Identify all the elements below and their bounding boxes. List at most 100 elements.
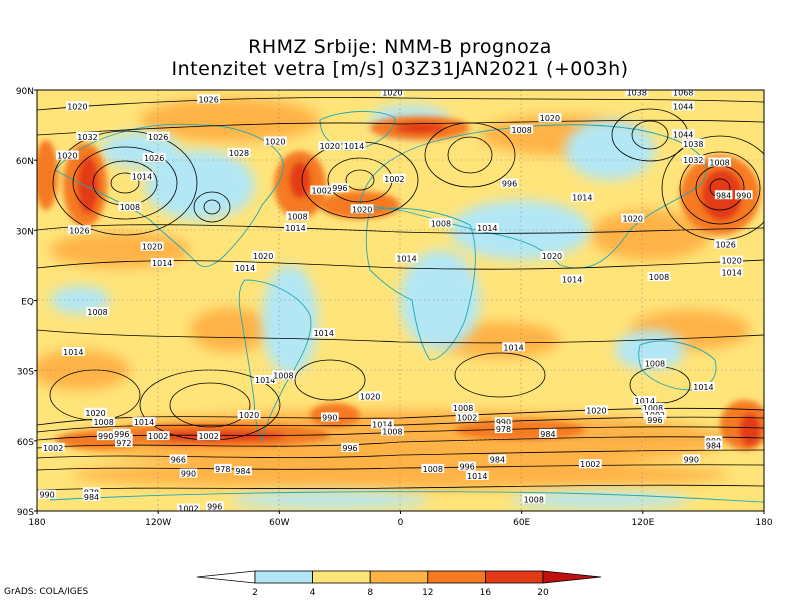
isobar-label: 1014 bbox=[235, 264, 255, 273]
isobar-label: 996 bbox=[647, 416, 662, 425]
isobar-label-bg bbox=[641, 403, 665, 413]
isobar-label-bg bbox=[692, 382, 715, 392]
isobar-label: 1002 bbox=[43, 444, 63, 453]
isobar-label-bg bbox=[647, 272, 671, 282]
isobar-label: 1020 bbox=[360, 392, 380, 401]
isobar-label-bg bbox=[488, 454, 507, 464]
colorbar-segment bbox=[369, 570, 429, 584]
isobar-label-bg bbox=[735, 190, 753, 200]
isobar-label: 1020 bbox=[239, 411, 259, 420]
isobar-label-bg bbox=[522, 494, 546, 504]
isobar-label-bg bbox=[310, 185, 334, 195]
isobar-label-bg bbox=[237, 410, 261, 420]
isobar-label-bg bbox=[570, 192, 594, 202]
isobar-label: 978 bbox=[496, 425, 511, 434]
isobar-label-bg bbox=[421, 463, 445, 473]
isobar-label: 1014 bbox=[722, 268, 742, 277]
isobar-label-bg bbox=[197, 94, 221, 104]
isobar-label: 1008 bbox=[709, 159, 729, 168]
isobar-label: 984 bbox=[235, 467, 250, 476]
isobar-label-bg bbox=[342, 141, 366, 151]
isobar-label-bg bbox=[55, 150, 79, 160]
isobar-label-bg bbox=[714, 239, 738, 249]
isobar-label-bg bbox=[643, 358, 667, 368]
isobar-label: 1008 bbox=[87, 308, 107, 317]
isobar-label: 1026 bbox=[69, 226, 89, 235]
isobar-label: 1038 bbox=[627, 88, 647, 97]
isobar-label: 1008 bbox=[273, 371, 293, 380]
isobar-label-bg bbox=[177, 503, 200, 511]
lat-label: 30N bbox=[16, 227, 34, 237]
isobar-label: 996 bbox=[502, 180, 517, 189]
isobar-label-bg bbox=[263, 136, 287, 146]
isobar-label: 1020 bbox=[265, 137, 285, 146]
longitude-labels: 180 120W 60W 0 60E 120E 180 bbox=[28, 518, 772, 528]
lon-label: 0 bbox=[398, 518, 404, 528]
isobar-label-bg bbox=[350, 204, 374, 214]
isobar-label-bg bbox=[540, 251, 564, 261]
isobar-label: 1008 bbox=[649, 273, 669, 282]
isobar-label-bg bbox=[96, 431, 115, 441]
lat-label: 60S bbox=[17, 438, 34, 448]
lon-label: 120E bbox=[631, 518, 654, 528]
isobar-label-bg bbox=[584, 405, 608, 415]
colorbar-segment bbox=[312, 570, 371, 584]
isobar-label: 1014 bbox=[693, 383, 713, 392]
isobar-label-bg bbox=[465, 470, 489, 480]
isobar-label: 1020 bbox=[67, 102, 87, 111]
isobar-label: 1014 bbox=[285, 224, 305, 233]
lat-label: EQ bbox=[21, 298, 34, 308]
isobar-label: 1008 bbox=[431, 219, 451, 228]
isobar-label-bg bbox=[331, 183, 349, 193]
isobar-labels: 1026102010381044103210261020102610141008… bbox=[38, 88, 753, 511]
isobar-label: 1008 bbox=[423, 465, 443, 474]
isobar-label: 1068 bbox=[673, 88, 693, 97]
isobar-label: 978 bbox=[215, 465, 230, 474]
isobar-label-bg bbox=[704, 440, 723, 450]
isobar-label-bg bbox=[395, 253, 418, 263]
colorbar-segment bbox=[484, 570, 544, 584]
isobar-label: 1032 bbox=[77, 133, 97, 142]
isobar-label-bg bbox=[475, 222, 499, 232]
isobar-label: 1014 bbox=[344, 142, 364, 151]
isobar-label: 996 bbox=[114, 430, 129, 439]
isobar-label-bg bbox=[197, 431, 221, 441]
isobar-label: 1020 bbox=[320, 142, 340, 151]
map-plot-area: 1026102010381044103210261020102610141008… bbox=[37, 88, 764, 511]
isobar-label-bg bbox=[115, 433, 133, 443]
isobar-label: 1014 bbox=[467, 472, 487, 481]
isobar-label-bg bbox=[271, 370, 295, 380]
isobar-label-bg bbox=[318, 141, 342, 151]
isobar-label: 990 bbox=[181, 470, 196, 479]
isobar-label: 1020 bbox=[382, 88, 402, 97]
isobar-label: 1020 bbox=[142, 243, 162, 252]
lon-label: 60E bbox=[513, 518, 530, 528]
colorbar-label: 12 bbox=[422, 588, 433, 598]
lat-label: 60N bbox=[16, 157, 34, 167]
isobar-label: 1002 bbox=[198, 432, 218, 441]
isobar-label-bg bbox=[286, 211, 309, 221]
isobar-label: 990 bbox=[496, 418, 511, 427]
isobar-label-bg bbox=[370, 419, 394, 429]
isobar-label: 990 bbox=[322, 413, 337, 422]
isobar-label: 1014 bbox=[132, 173, 152, 182]
isobar-label: 1032 bbox=[683, 156, 703, 165]
lat-label: 90S bbox=[17, 508, 34, 518]
isobar-label-bg bbox=[76, 131, 99, 141]
isobar-label: 984 bbox=[716, 191, 731, 200]
isobar-label: 996 bbox=[460, 463, 475, 472]
isobar-label-bg bbox=[251, 251, 275, 261]
isobar-label: 1014 bbox=[477, 224, 497, 233]
isobar-label-bg bbox=[451, 403, 475, 413]
isobar-label-bg bbox=[65, 101, 89, 111]
isobar-label-bg bbox=[539, 428, 557, 438]
colorbar-label: 16 bbox=[480, 588, 492, 598]
isobar-label-bg bbox=[358, 391, 382, 401]
lat-label: 90N bbox=[16, 87, 34, 97]
isobar-label-bg bbox=[538, 113, 562, 123]
isobar-label-bg bbox=[115, 438, 133, 448]
isobar-label-bg bbox=[560, 274, 584, 284]
isobar-label-bg bbox=[708, 157, 731, 167]
isobar-label-bg bbox=[682, 454, 701, 464]
